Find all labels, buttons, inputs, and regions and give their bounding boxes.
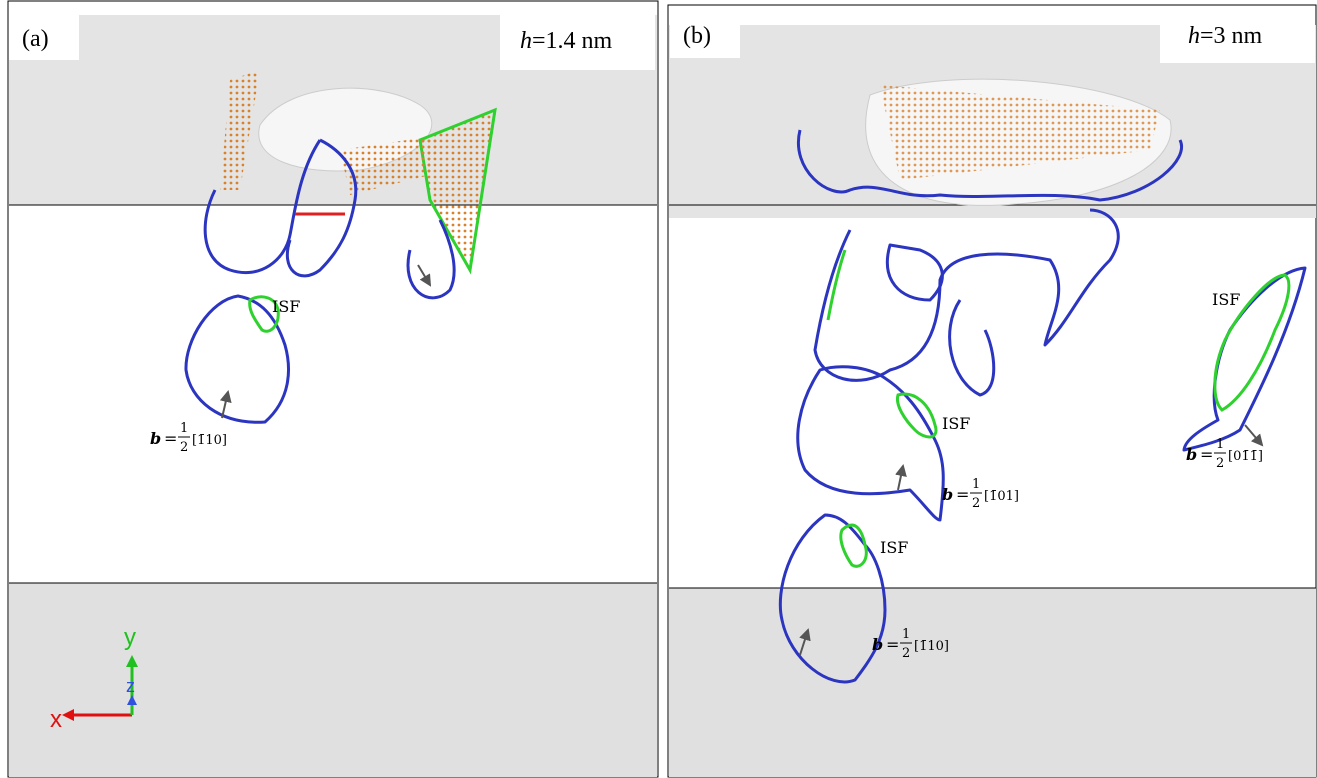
thickness-value: =3 nm (1200, 23, 1263, 49)
isf-label: ISF (942, 414, 970, 433)
isf-loop (248, 295, 280, 333)
panel-label: (b) (683, 23, 711, 49)
burgers-denominator: 2 (902, 646, 910, 661)
burgers-index: [1̄01] (984, 489, 1019, 504)
burgers-label: b = 1 2 [1̄10] (150, 421, 227, 455)
isf-loop (826, 249, 847, 321)
arrow (799, 628, 811, 656)
thickness: h=3 nm (1188, 23, 1263, 49)
burgers-symbol: b (942, 485, 953, 504)
burgers-numerator: 1 (972, 477, 980, 492)
axis-label-y: y (124, 624, 136, 651)
isf-loop (839, 523, 868, 568)
thickness-value: =1.4 nm (532, 28, 613, 54)
stacking-fault (340, 135, 440, 195)
dislocation-loop (885, 243, 944, 302)
burgers-denominator: 2 (972, 496, 980, 511)
burgers-denominator: 2 (1216, 456, 1224, 471)
dislocation-loop (948, 299, 996, 397)
axis-label-z: z (126, 676, 135, 696)
label-box (1160, 8, 1315, 63)
substrate (669, 588, 1316, 777)
stacking-fault (220, 70, 260, 190)
thickness-symbol: h (1188, 23, 1200, 49)
burgers-label: b = 1 2 [1̄10] (872, 627, 949, 661)
burgers-index: [1̄10] (192, 433, 227, 448)
dislocation-loop (184, 294, 290, 424)
arrow (417, 264, 432, 287)
panel-label: (a) (22, 26, 49, 52)
burgers-index: [1̄10] (914, 639, 949, 654)
label-box (500, 15, 655, 70)
isf-label: ISF (880, 538, 908, 557)
dislocation-loop (796, 365, 945, 522)
dislocation-loop (203, 139, 322, 275)
burgers-symbol: b (1186, 445, 1197, 464)
dislocation-loop (406, 219, 456, 300)
arrow (1244, 424, 1264, 447)
burgers-equals: = (1200, 445, 1213, 464)
burgers-numerator: 1 (180, 421, 188, 436)
axis-triad: x y z (50, 624, 138, 733)
dislocation-loop (813, 208, 1120, 382)
axis-label-x: x (50, 706, 62, 733)
stacking-fault (880, 85, 1160, 180)
burgers-index: [01̄1̄] (1228, 449, 1263, 464)
burgers-numerator: 1 (1216, 437, 1224, 452)
arrow-head (62, 709, 74, 721)
stacking-fault (418, 107, 497, 275)
substrate (9, 583, 657, 777)
dislocation-loop (796, 129, 1183, 202)
arrow-head (126, 655, 138, 667)
burgers-equals: = (956, 485, 969, 504)
thickness-symbol: h (520, 28, 532, 54)
burgers-equals: = (886, 635, 899, 654)
burgers-label: b = 1 2 [01̄1̄] (1186, 437, 1263, 471)
dislocation-loop (285, 138, 358, 278)
isf-loop (1213, 273, 1291, 412)
burgers-equals: = (164, 429, 177, 448)
isf-label: ISF (272, 297, 300, 316)
panel-a: (a) h=1.4 nm ISF b = 1 2 [1̄10] x y z (7, 0, 659, 778)
burgers-numerator: 1 (902, 627, 910, 642)
z-axis-arrow (127, 695, 137, 705)
isf-loop (895, 392, 938, 439)
isf-label: ISF (1212, 290, 1240, 309)
burgers-label: b = 1 2 [1̄01] (942, 477, 1019, 511)
thickness: h=1.4 nm (520, 28, 613, 54)
label-box (9, 15, 79, 60)
arrow (219, 390, 232, 419)
burgers-symbol: b (150, 429, 161, 448)
arrow (895, 464, 907, 491)
label-box (670, 8, 740, 58)
panel-b: (b) h=3 nm ISF ISF ISF b = 1 2 [1̄01] b … (667, 4, 1317, 778)
burgers-denominator: 2 (180, 440, 188, 455)
burgers-symbol: b (872, 635, 883, 654)
